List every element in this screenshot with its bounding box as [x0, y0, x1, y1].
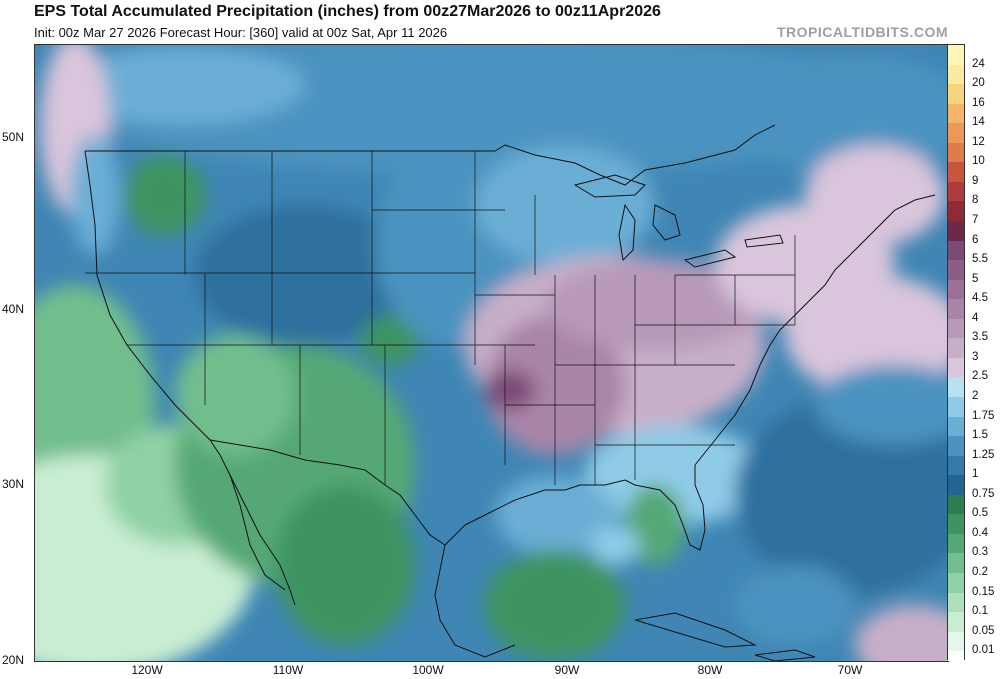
colorbar-tick-label: 24 [972, 57, 985, 70]
colorbar-tick-label: 1.5 [972, 429, 988, 442]
lon-label-120w: 120W [131, 663, 163, 677]
colorbar-tick-label: 8 [972, 194, 979, 207]
us-mexico-border [209, 439, 446, 546]
colorbar-swatch [948, 240, 964, 261]
east-coastline [694, 194, 936, 466]
lon-label-110w: 110W [272, 663, 304, 677]
colorbar-tick-label: 1.75 [972, 409, 995, 422]
colorbar-tick-label: 14 [972, 116, 985, 129]
lake-michigan [618, 203, 636, 262]
lon-label-70w: 70W [837, 663, 863, 677]
colorbar-swatch [948, 436, 964, 457]
lat-label-50n: 50N [2, 130, 25, 144]
colorbar-tick-label: 0.3 [972, 546, 988, 559]
lon-label-90w: 90W [554, 663, 580, 677]
colorbar-tick-label: 10 [972, 155, 985, 168]
colorbar-tick-label: 12 [972, 135, 985, 148]
colorbar-swatch [948, 103, 964, 124]
colorbar-swatch [948, 475, 964, 496]
mexico-coastline [434, 544, 516, 658]
colorbar-tick-label: 0.4 [972, 526, 988, 539]
west-coastline [84, 150, 286, 591]
colorbar-tick-label: 5.5 [972, 253, 988, 266]
colorbar-swatch [948, 612, 964, 633]
lat-label-20n: 20N [2, 653, 25, 667]
colorbar-swatch [948, 455, 964, 476]
lat-label-30n: 30N [2, 477, 25, 491]
us-canada-border [85, 124, 776, 186]
colorbar-swatch [948, 64, 964, 85]
colorbar-tick-label: 3.5 [972, 331, 988, 344]
colorbar-tick-label: 1 [972, 468, 979, 481]
colorbar-tick-label: 6 [972, 233, 979, 246]
colorbar-swatch [948, 533, 964, 554]
colorbar-tick-label: 2.5 [972, 370, 988, 383]
colorbar-tick-label: 3 [972, 350, 979, 363]
colorbar-tick-label: 0.75 [972, 487, 995, 500]
lat-label-40n: 40N [2, 302, 25, 316]
lake-ontario [744, 234, 784, 248]
brand-logo-text[interactable]: TROPICALTIDBITS.COM [776, 24, 948, 40]
colorbar-tick-label: 1.25 [972, 448, 995, 461]
colorbar-tick-label: 0.1 [972, 605, 988, 618]
page-title: EPS Total Accumulated Precipitation (inc… [34, 3, 661, 20]
colorbar-swatch [948, 631, 964, 652]
colorbar-tick-label: 16 [972, 96, 985, 109]
colorbar-swatch [948, 201, 964, 222]
lake-erie [683, 249, 737, 268]
precip-field-shading [35, 45, 948, 661]
colorbar-swatch [948, 494, 964, 515]
colorbar-swatch [948, 357, 964, 378]
colorbar-swatch [948, 84, 964, 105]
colorbar-tick-label: 0.05 [972, 624, 995, 637]
colorbar-swatch [948, 279, 964, 300]
colorbar-swatch [948, 299, 964, 320]
colorbar-swatch [948, 397, 964, 418]
colorbar-swatch [948, 318, 964, 339]
colorbar-tick-label: 20 [972, 77, 985, 90]
colorbar-swatch [948, 416, 964, 437]
colorbar-swatch [948, 45, 964, 66]
colorbar-tick-label: 0.15 [972, 585, 995, 598]
colorbar-swatch [948, 181, 964, 202]
map-canvas [35, 45, 948, 661]
forecast-subtitle: Init: 00z Mar 27 2026 Forecast Hour: [36… [34, 25, 448, 40]
colorbar-swatch-lowest [948, 651, 964, 661]
colorbar-swatch [948, 514, 964, 535]
hispaniola-outline [754, 649, 816, 661]
colorbar-tick-label: 4 [972, 311, 979, 324]
lake-huron [652, 204, 681, 241]
cuba-outline [634, 612, 757, 648]
map-boundaries [84, 124, 936, 661]
colorbar-tick-label: 5 [972, 272, 979, 285]
colorbar-swatch [948, 221, 964, 242]
lake-superior [573, 174, 646, 198]
colorbar-swatch [948, 123, 964, 144]
colorbar-swatch [948, 338, 964, 359]
lon-label-80w: 80W [697, 663, 723, 677]
colorbar-swatch [948, 142, 964, 163]
colorbar-swatch [948, 162, 964, 183]
colorbar-tick-label: 4.5 [972, 292, 988, 305]
colorbar-tick-label: 2 [972, 390, 979, 402]
colorbar-tick-label: 0.01 [972, 644, 995, 657]
colorbar-swatch [948, 553, 964, 574]
baja-coastline [229, 474, 296, 606]
precipitation-map [34, 44, 949, 662]
colorbar-swatch [948, 377, 964, 398]
precip-colorbar [947, 44, 965, 661]
colorbar-tick-label: 0.2 [972, 566, 988, 578]
gulf-coastline [444, 465, 706, 551]
colorbar-swatch [948, 260, 964, 281]
lon-label-100w: 100W [412, 663, 444, 677]
colorbar-tick-label: 9 [972, 174, 979, 187]
colorbar-swatch [948, 592, 964, 613]
colorbar-tick-label: 7 [972, 214, 979, 226]
colorbar-swatch [948, 573, 964, 594]
state-boundaries [85, 151, 796, 485]
colorbar-tick-label: 0.5 [972, 507, 988, 520]
